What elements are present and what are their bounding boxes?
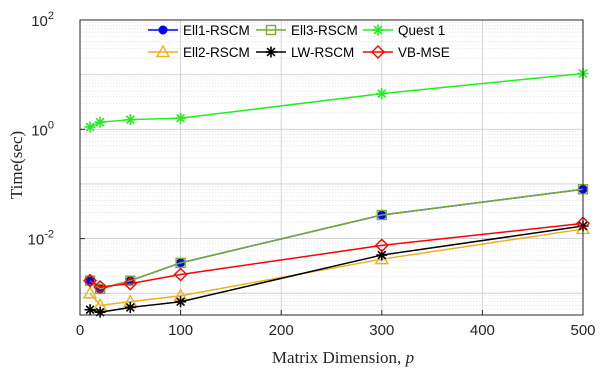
x-tick-label: 0: [76, 322, 84, 339]
x-tick-label: 200: [269, 322, 294, 339]
series-quest-1: [84, 67, 589, 133]
asterisk-marker: [124, 114, 136, 126]
legend-entry: Quest 1: [363, 23, 445, 38]
square-marker: [84, 275, 96, 286]
diamond-marker: [93, 280, 108, 295]
x-tick-label: 500: [570, 322, 595, 339]
grid: [79, 20, 584, 316]
legend-entry: Ell3-RSCM: [256, 23, 358, 38]
diamond-marker: [374, 238, 389, 253]
asterisk-marker: [376, 88, 388, 100]
diamond-marker: [123, 276, 138, 291]
diamond-marker: [83, 273, 98, 288]
legend-entry: Ell2-RSCM: [148, 44, 250, 60]
series-line: [89, 188, 584, 290]
series-line: [89, 188, 584, 290]
legend-entry: Ell1-RSCM: [148, 23, 250, 38]
y-axis-label: Time(sec): [7, 131, 26, 199]
asterisk-marker: [94, 306, 106, 318]
diamond-marker: [371, 45, 385, 59]
y-tick-label: 100: [31, 119, 54, 139]
y-tick-label: 10-2: [28, 229, 54, 249]
legend-label: VB-MSE: [398, 45, 450, 60]
x-tick-label: 100: [168, 322, 193, 339]
legend: Ell1-RSCM Ell3-RSCM Quest 1 Ell2-RSCM LW-RSC…: [148, 23, 450, 60]
legend-label: LW-RSCM: [291, 45, 354, 60]
legend-entry: VB-MSE: [363, 45, 450, 60]
asterisk-marker: [94, 116, 106, 128]
asterisk-marker: [124, 301, 136, 313]
series-layer: [82, 67, 591, 318]
legend-label: Ell3-RSCM: [291, 23, 358, 38]
diamond-marker: [173, 267, 188, 282]
asterisk-marker: [175, 112, 187, 124]
plot-frame: [79, 19, 584, 316]
ticks: 0 100 200 300 400 500 10-2 100 102: [28, 10, 596, 339]
legend-label: Quest 1: [398, 23, 445, 38]
asterisk-marker: [84, 121, 96, 133]
x-axis-label: Matrix Dimension, p: [272, 348, 414, 367]
legend-label: Ell1-RSCM: [183, 23, 250, 38]
series-lw-rscm: [84, 220, 589, 318]
asterisk-marker: [372, 24, 384, 36]
asterisk-marker: [265, 46, 277, 58]
legend-entry: LW-RSCM: [256, 45, 354, 60]
square-marker: [175, 257, 186, 269]
series-line: [89, 72, 584, 128]
triangle-marker: [82, 285, 98, 299]
y-tick-label: 102: [31, 10, 54, 30]
circle-marker: [158, 25, 168, 35]
square-marker: [265, 24, 277, 36]
triangle-marker: [155, 44, 171, 58]
series-vb-mse: [83, 216, 590, 295]
square-marker: [125, 275, 136, 286]
x-tick-label: 300: [369, 322, 394, 339]
asterisk-marker: [84, 304, 96, 316]
asterisk-marker: [175, 296, 187, 308]
series-line: [89, 222, 584, 288]
x-tick-label: 400: [470, 322, 495, 339]
legend-label: Ell2-RSCM: [183, 45, 250, 60]
square-marker: [376, 209, 387, 221]
